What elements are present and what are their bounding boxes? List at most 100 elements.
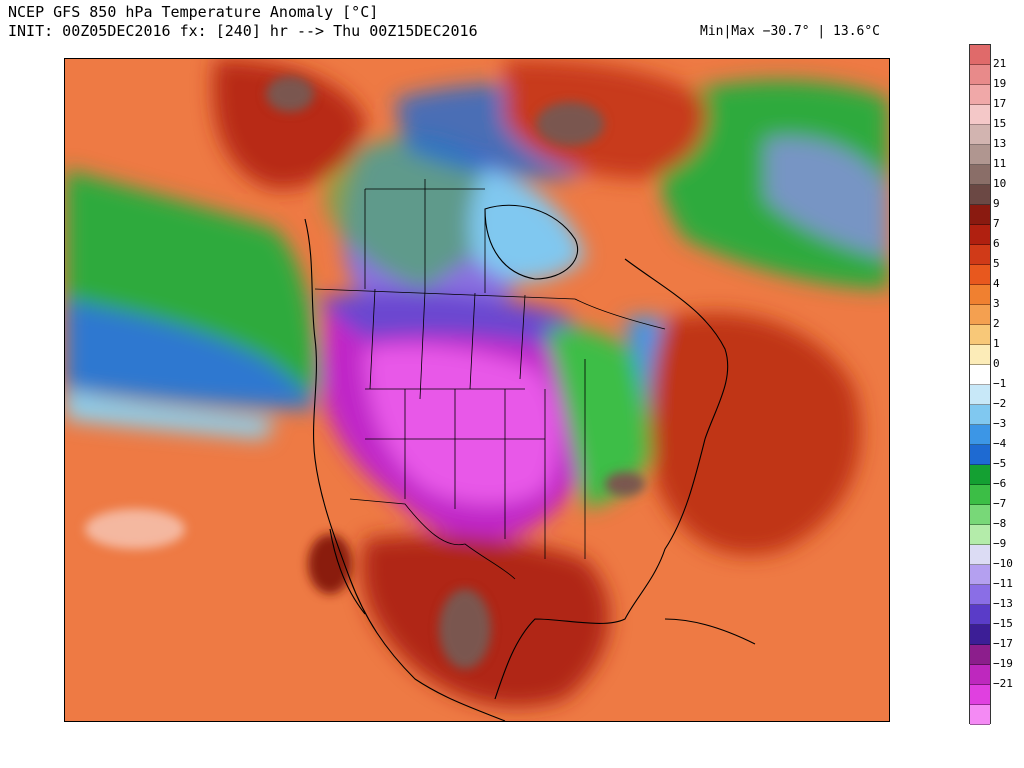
color-scale-label: −17 [993,637,1013,650]
field-pacific-pale [85,509,185,549]
color-scale-swatch [970,85,990,105]
color-scale-swatch [970,325,990,345]
color-scale-swatch [970,345,990,365]
field-greenland-brown [536,102,604,146]
color-scale-swatch [970,365,990,385]
color-scale-swatch [970,285,990,305]
color-scale-label: −4 [993,437,1007,450]
color-scale-label: 1 [993,337,1000,350]
color-scale-label: 2 [993,317,1000,330]
color-scale-label: 9 [993,197,1000,210]
color-scale-label: −3 [993,417,1007,430]
field-pacific-blue [65,299,320,409]
field-pacific-cyan [65,389,275,439]
border-us-canada [314,288,666,330]
color-scale-label: −5 [993,457,1007,470]
color-scale-swatch [970,685,990,705]
color-scale-label: 0 [993,357,1000,370]
field-alaska-brown [266,76,314,112]
color-scale-label: 5 [993,257,1000,270]
color-scale-label: −11 [993,577,1013,590]
color-scale-label: 11 [993,157,1007,170]
coastline-east [494,258,729,700]
field-atlantic-blue [765,137,889,259]
color-scale-swatch [970,665,990,685]
state-lines-north [365,288,526,400]
field-alaska-hot [213,59,365,189]
color-scale-swatch [970,145,990,165]
province-lines [364,179,486,293]
field-plains-edge [315,291,605,359]
color-scale-swatch [970,165,990,185]
color-scale-swatch [970,445,990,465]
coastlines [304,204,756,721]
color-scale-swatch [970,405,990,425]
color-scale-label: 21 [993,57,1007,70]
color-scale-swatch [970,65,990,85]
field-ohio-brown [605,472,645,496]
color-scale-swatch [970,245,990,265]
color-scale-swatch [970,265,990,285]
color-scale-swatch [970,465,990,485]
color-scale-label: 15 [993,117,1007,130]
color-scale-swatch [970,505,990,525]
color-scale-label: −10 [993,557,1013,570]
color-scale-label: −1 [993,377,1007,390]
color-scale-swatch [970,385,990,405]
color-scale-label: −8 [993,517,1007,530]
coastline-cuba [664,618,756,645]
color-scale-label: −13 [993,597,1013,610]
field-baja-darkred [308,534,352,594]
field-east-green [545,327,665,509]
color-scale-label: 13 [993,137,1007,150]
color-scale-swatch [970,205,990,225]
color-scale-swatch [970,585,990,605]
color-scale-swatch [970,125,990,145]
color-scale-swatch [970,605,990,625]
color-scale-swatch [970,185,990,205]
field-greenland-hot [505,59,707,179]
state-lines-south [365,359,586,559]
field-hudson-cold [469,169,585,282]
color-scale-label: 6 [993,237,1000,250]
color-scale-swatch [970,545,990,565]
color-scale-label: −7 [993,497,1007,510]
color-scale-label: −9 [993,537,1007,550]
color-scale-swatch [970,45,990,65]
title-line-2: INIT: 00Z05DEC2016 fx: [240] hr --> Thu … [8,22,478,40]
color-scale-label: −2 [993,397,1007,410]
color-scale-label: −6 [993,477,1007,490]
color-scale-label: 4 [993,277,1000,290]
color-scale-swatch [970,565,990,585]
color-scale-swatch [970,625,990,645]
color-scale-swatch [970,705,990,725]
coastline-hudson [484,204,578,280]
color-scale-label: −19 [993,657,1013,670]
title-line-1: NCEP GFS 850 hPa Temperature Anomaly [°C… [8,3,379,21]
color-scale-swatch [970,225,990,245]
color-scale-label: 19 [993,77,1007,90]
political-borders [314,179,666,580]
color-scale-label: 10 [993,177,1007,190]
color-scale-label: 3 [993,297,1000,310]
field-plains-core [365,345,559,504]
color-scale-swatch [970,105,990,125]
color-scale-swatch [970,645,990,665]
color-scale-swatch [970,485,990,505]
color-scale-swatch [970,425,990,445]
field-atlantic-hot [649,312,862,556]
color-scale-label: 17 [993,97,1007,110]
coastline-west [304,218,506,721]
field-mexico-brown [439,589,491,669]
color-scale-label: −21 [993,677,1013,690]
border-us-mexico [349,498,516,580]
field-canada-green [325,135,498,289]
coastline-baja [329,528,366,615]
color-scale-bar [969,44,991,725]
color-scale-label: 7 [993,217,1000,230]
color-scale-swatch [970,305,990,325]
color-scale-label: −15 [993,617,1013,630]
min-max-readout: Min|Max −30.7° | 13.6°C [700,24,881,39]
anomaly-map [64,58,890,722]
color-scale-swatch [970,525,990,545]
